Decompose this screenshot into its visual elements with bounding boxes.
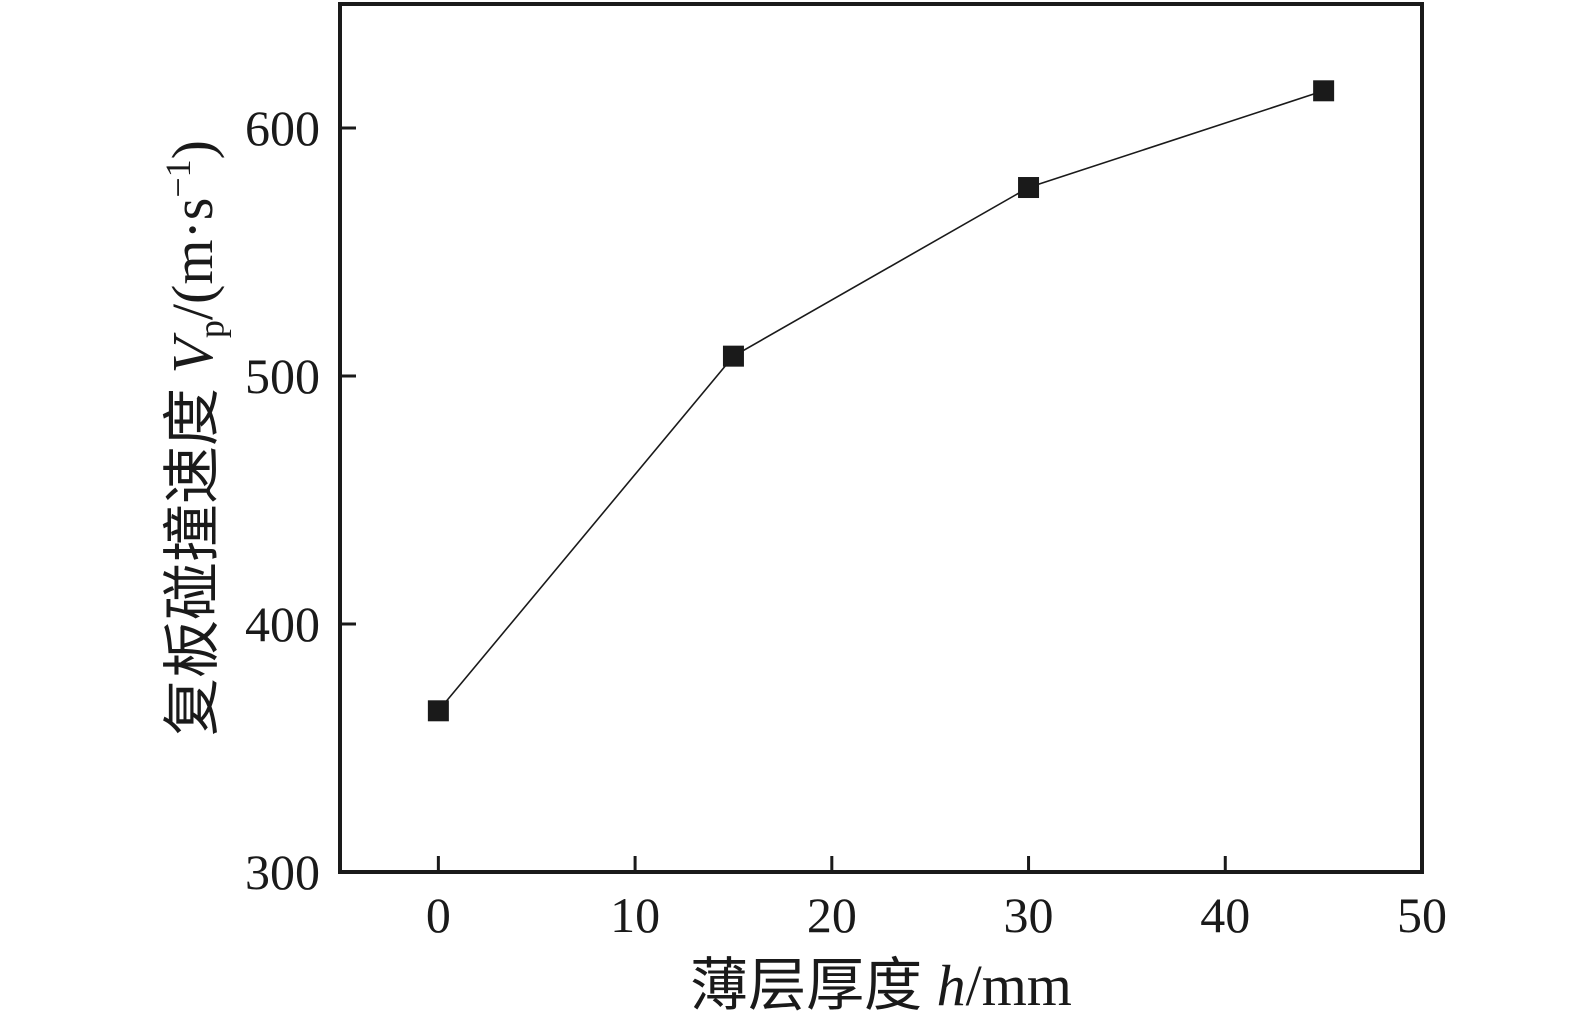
y-tick-label: 300 [245, 844, 320, 900]
x-axis-title: 薄层厚度 h/mm [690, 953, 1072, 1018]
x-tick-label: 40 [1200, 887, 1250, 943]
y-tick-label: 500 [245, 348, 320, 404]
data-point-marker [1018, 177, 1040, 199]
x-tick-label: 10 [610, 887, 660, 943]
y-tick-label: 600 [245, 100, 320, 156]
data-point-marker [427, 700, 449, 722]
data-line [437, 90, 1324, 712]
data-point-marker [722, 345, 744, 367]
plot-border [338, 2, 1424, 874]
y-tick-label: 400 [245, 596, 320, 652]
x-tick-label: 0 [426, 887, 451, 943]
x-tick-label: 30 [1004, 887, 1054, 943]
x-tick-label: 20 [807, 887, 857, 943]
x-tick-label: 50 [1397, 887, 1447, 943]
data-point-marker [1313, 80, 1335, 102]
y-axis-title: 复板碰撞速度 Vp/(m·s−1) [158, 140, 232, 736]
